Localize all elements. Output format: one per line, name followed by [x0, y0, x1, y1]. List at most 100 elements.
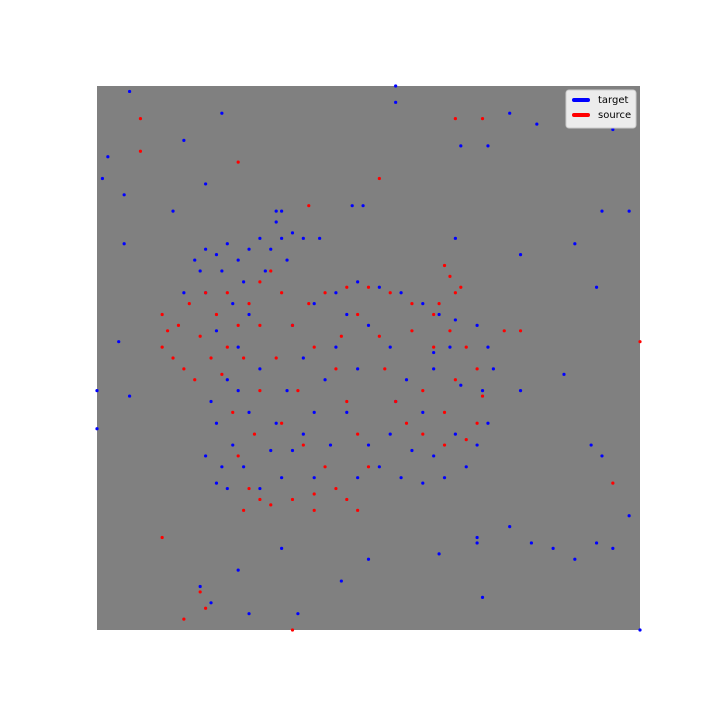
point [421, 481, 425, 485]
point [95, 427, 99, 431]
point [138, 117, 143, 121]
point [198, 590, 202, 594]
point [475, 323, 479, 327]
point [312, 410, 316, 414]
point [480, 595, 485, 599]
points [95, 84, 642, 632]
point [214, 481, 219, 485]
point [274, 356, 278, 360]
point [236, 323, 240, 327]
point [475, 535, 479, 540]
point [252, 432, 257, 436]
point [480, 394, 485, 398]
point [453, 291, 457, 295]
point [285, 258, 289, 262]
point [182, 617, 186, 621]
point [242, 465, 246, 469]
point [502, 329, 506, 333]
point [242, 508, 246, 512]
point [611, 481, 615, 485]
point [231, 443, 235, 447]
point [399, 476, 403, 480]
point [290, 497, 295, 502]
point [247, 410, 251, 414]
point [339, 579, 343, 583]
point [242, 356, 246, 360]
point [236, 345, 240, 349]
point [258, 389, 262, 393]
point [486, 345, 490, 349]
plot-area [97, 86, 640, 630]
point [236, 568, 240, 572]
point [518, 329, 523, 333]
point [432, 350, 436, 355]
point [214, 329, 219, 333]
point [453, 378, 457, 382]
point [258, 236, 262, 240]
point [345, 399, 349, 404]
point [225, 345, 229, 349]
point [480, 117, 485, 121]
point [356, 432, 360, 436]
point [356, 508, 360, 512]
point [182, 138, 186, 142]
point [388, 345, 392, 349]
point [220, 465, 224, 469]
point [589, 443, 593, 447]
point [258, 367, 262, 371]
point [356, 476, 360, 480]
point [437, 552, 441, 556]
point [350, 204, 354, 208]
point [453, 432, 457, 436]
point [209, 601, 213, 605]
point [204, 454, 208, 458]
point [377, 465, 381, 469]
point [220, 269, 224, 273]
point [280, 421, 284, 425]
point [285, 389, 289, 393]
point [491, 367, 495, 371]
legend-label: target [598, 95, 628, 106]
point [312, 302, 316, 306]
point [214, 312, 219, 317]
point [442, 476, 447, 480]
point [269, 503, 273, 507]
point [475, 367, 479, 371]
point [388, 291, 392, 295]
point [280, 209, 284, 213]
point [551, 546, 555, 551]
point [518, 253, 523, 257]
point [258, 497, 262, 502]
point [204, 291, 208, 295]
point [366, 557, 371, 561]
point [258, 486, 262, 491]
point [459, 285, 463, 289]
point [442, 263, 447, 268]
point [638, 340, 642, 344]
point [383, 367, 387, 371]
point [323, 378, 327, 382]
point [171, 209, 175, 213]
point [366, 285, 371, 289]
point [464, 465, 468, 469]
point [437, 312, 441, 317]
point [307, 204, 311, 208]
point [432, 367, 436, 371]
point [182, 367, 186, 371]
point [290, 323, 295, 327]
point [187, 302, 191, 306]
point [209, 399, 213, 404]
point [301, 356, 305, 360]
point [611, 546, 615, 551]
point [573, 242, 577, 246]
point [508, 111, 512, 115]
point [328, 443, 333, 447]
legend: target source [565, 89, 637, 129]
point [421, 389, 425, 393]
point [247, 486, 251, 491]
point [638, 628, 642, 632]
point [323, 291, 327, 295]
point [204, 182, 208, 186]
point [459, 144, 463, 148]
